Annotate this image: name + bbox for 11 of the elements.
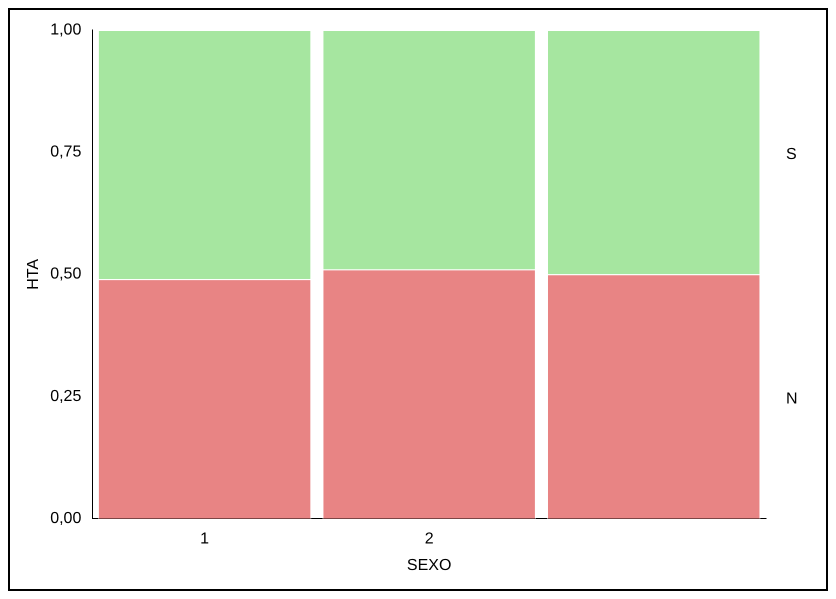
y-tick-label: 1,00 — [50, 21, 82, 38]
series-label: S — [786, 146, 797, 163]
x-tick-label: 1 — [200, 530, 210, 548]
y-axis-title: HTA — [25, 258, 42, 290]
y-tick-label: 0,00 — [50, 510, 82, 528]
y-tick-label: 0,50 — [50, 266, 82, 283]
y-tick-label: 0,75 — [50, 144, 82, 161]
series-label: N — [786, 390, 798, 408]
x-tick-label: 2 — [424, 530, 434, 548]
y-tick-label: 0,25 — [50, 388, 82, 405]
x-axis-title: SEXO — [406, 556, 452, 574]
